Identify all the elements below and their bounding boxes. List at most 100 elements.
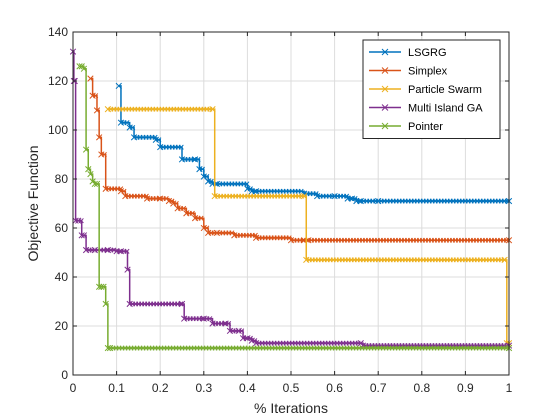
lsgrg-point [204,173,210,180]
x-axis-title: % Iterations [254,400,328,416]
multi-island-ga-point [104,247,110,253]
lsgrg-point [247,186,253,192]
simplex-point [174,205,181,212]
y-axis-title: Objective Function [25,146,41,262]
pointer-point [102,300,109,308]
lsgrg-point [178,156,186,163]
lsgrg-point [205,178,212,185]
lsgrg-point [314,192,321,200]
multi-island-ga-point [124,248,130,254]
lsgrg-point [348,195,356,202]
simplex-point [252,234,260,241]
multi-island-ga-point [178,300,186,308]
y-tick-label: 40 [55,270,69,284]
multi-island-ga-point [247,335,253,341]
simplex-point [198,215,204,221]
simplex-point [157,195,164,202]
axis-ticks: 0 0.1 0.2 0.3 0.4 0.5 0.6 0.7 0.8 0.9 1 0 20 40 60 80 10… [48,25,513,395]
simplex-point [169,198,175,204]
pointer-point [93,180,101,188]
lsgrg-point [252,188,260,195]
particle-swarm-line [107,108,509,344]
x-tick-label: 0.9 [457,381,474,395]
multi-island-ga-point [200,315,207,322]
multi-island-ga-point [222,320,229,327]
x-tick-label: 0 [70,381,77,395]
legend-item-multi-island-ga: Multi Island GA [369,103,483,115]
particle-swarm-point [300,192,308,200]
simplex-point [231,232,238,239]
multi-island-ga-point [252,338,258,344]
particle-swarm-point [303,256,310,264]
x-tick-label: 0.2 [152,381,169,395]
legend-item-particle-swarm: Particle Swarm [369,84,482,96]
multi-island-ga-point [124,266,131,273]
lsgrg-point [191,156,199,163]
legend-marker [381,48,389,56]
multi-island-ga-point [104,246,112,254]
series-simplex [87,75,513,244]
simplex-point [87,75,94,82]
legend-marker [381,104,389,111]
multi-island-ga-point [207,316,213,322]
multi-island-ga-point [126,300,133,308]
lsgrg-point [331,192,338,200]
multi-island-ga-point [80,232,88,239]
legend-label: Simplex [408,66,448,78]
lsgrg-point [375,197,382,205]
pointer-point [85,166,92,173]
multi-island-ga-point [243,335,249,341]
y-tick-label: 60 [55,221,69,235]
legend-label: LSGRG [408,47,447,59]
multi-island-ga-point [117,248,125,255]
y-tick-label: 120 [48,74,68,88]
simplex-point [287,237,295,244]
multi-island-ga-point [91,246,98,254]
series-particle-swarm [104,106,513,347]
legend-item-simplex: Simplex [369,66,448,78]
simplex-point [183,210,190,217]
lsgrg-point [157,143,164,151]
multi-island-ga-point [248,337,255,344]
pointer-point [104,344,112,352]
simplex-point [96,134,103,141]
simplex-point [173,200,179,207]
multi-island-ga-point [82,246,90,254]
legend-marker [381,67,389,74]
multi-island-ga-point [117,248,123,254]
pointer-point [80,65,88,72]
pointer-point [82,146,90,153]
multi-island-ga-point [199,316,205,322]
lsgrg-point [252,188,258,194]
simplex-point [143,195,151,202]
y-tick-label: 100 [48,123,68,137]
simplex-point [102,185,109,192]
x-tick-label: 0.6 [326,381,343,395]
series-layer [69,48,513,352]
lsgrg-point [208,178,214,185]
simplex-point [300,237,306,243]
legend-item-lsgrg: LSGRG [369,47,447,59]
multi-island-ga-point [252,339,260,347]
pointer-point [100,283,107,290]
simplex-point [165,197,173,205]
lsgrg-point [244,185,251,192]
pointer-point [98,283,105,290]
legend: LSGRG Simplex Particle Swarm Multi Island G… [362,39,501,139]
multi-island-ga-point [78,232,85,239]
lsgrg-point [156,137,162,143]
legend-label: Particle Swarm [408,84,482,96]
lsgrg-point [244,181,250,187]
lsgrg-point [152,136,159,143]
multi-island-ga-point [244,335,251,342]
legend-item-pointer: Pointer [369,121,443,133]
y-tick-label: 20 [55,319,69,333]
lsgrg-point [117,119,125,126]
lsgrg-point [348,196,354,202]
series-pointer [76,63,513,352]
multi-island-ga-point [75,217,82,224]
lsgrg-point [126,124,133,131]
simplex-point [121,188,127,194]
multi-island-ga-point [221,320,228,327]
